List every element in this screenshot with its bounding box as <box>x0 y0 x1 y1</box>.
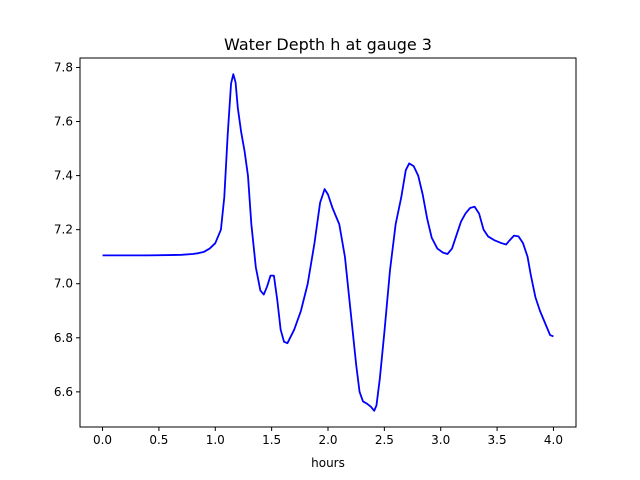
y-tick-label-1: 6.8 <box>54 331 73 345</box>
x-tick-label-1: 0.5 <box>149 433 168 447</box>
y-tick-label-5: 7.6 <box>54 115 73 129</box>
y-tick-label-6: 7.8 <box>54 60 73 74</box>
x-tick-label-8: 4.0 <box>544 433 563 447</box>
x-axis-label: hours <box>311 456 345 470</box>
series-line-0 <box>102 73 554 412</box>
x-tick-label-5: 2.5 <box>375 433 394 447</box>
x-tick-label-7: 3.5 <box>488 433 507 447</box>
chart-title: Water Depth h at gauge 3 <box>224 35 432 54</box>
x-tick-label-2: 1.0 <box>206 433 225 447</box>
x-tick-label-4: 2.0 <box>318 433 337 447</box>
x-tick-label-3: 1.5 <box>262 433 281 447</box>
x-tick-label-6: 3.0 <box>431 433 450 447</box>
y-tick-label-3: 7.2 <box>54 223 73 237</box>
y-tick-label-4: 7.4 <box>54 169 73 183</box>
plot-area: 0.0 0.5 1.0 1.5 2.0 2.5 3.0 3.5 4.0 6.6 6.8 7.0 7.2 7… <box>54 57 577 447</box>
x-tick-label-0: 0.0 <box>93 433 112 447</box>
y-tick-label-2: 7.0 <box>54 277 73 291</box>
y-tick-label-0: 6.6 <box>54 385 73 399</box>
